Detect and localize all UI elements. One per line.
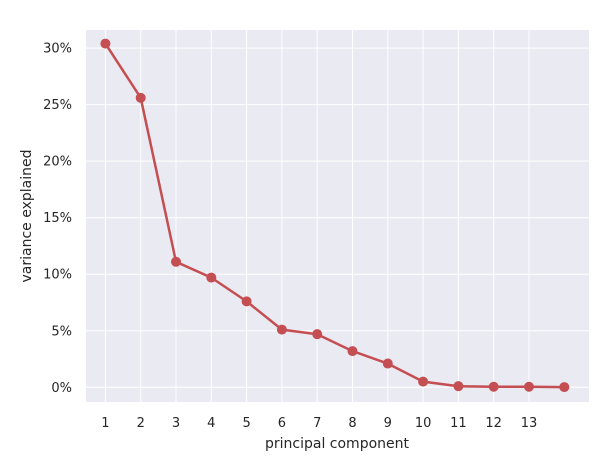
y-tick-label: 20% — [43, 155, 72, 170]
data-point — [418, 376, 429, 387]
data-point — [276, 324, 287, 335]
x-tick-label: 12 — [485, 416, 502, 431]
data-point — [241, 296, 252, 307]
x-tick-label: 13 — [521, 416, 538, 431]
y-tick-labels: 0% 5% 10% 15% 20% 25% 30% — [43, 42, 72, 396]
data-point — [171, 256, 182, 267]
data-point — [523, 381, 534, 392]
x-tick-label: 6 — [278, 416, 286, 431]
y-tick-label: 25% — [43, 98, 72, 113]
x-tick-label: 3 — [172, 416, 180, 431]
data-point — [559, 382, 570, 393]
x-tick-label: 2 — [137, 416, 145, 431]
data-point — [206, 272, 217, 283]
data-point — [382, 358, 393, 369]
data-point — [312, 329, 323, 340]
x-tick-label: 1 — [101, 416, 109, 431]
y-tick-label: 0% — [51, 381, 72, 396]
x-axis-title: principal component — [265, 436, 410, 452]
grid — [86, 30, 589, 402]
y-axis-title: variance explained — [19, 150, 35, 283]
data-point — [488, 381, 499, 392]
x-tick-label: 9 — [384, 416, 392, 431]
y-tick-label: 30% — [43, 42, 72, 57]
data-point — [100, 38, 111, 49]
x-tick-label: 5 — [242, 416, 250, 431]
y-tick-label: 10% — [43, 268, 72, 283]
x-tick-label: 10 — [415, 416, 432, 431]
data-point — [347, 346, 358, 357]
x-tick-label: 7 — [313, 416, 321, 431]
x-tick-label: 8 — [348, 416, 356, 431]
data-point — [135, 92, 146, 103]
series-line — [104, 42, 566, 389]
plot-area — [86, 30, 589, 402]
series-layer — [100, 38, 570, 393]
x-tick-label: 4 — [207, 416, 215, 431]
data-point — [453, 381, 464, 392]
x-tick-label: 11 — [450, 416, 467, 431]
y-tick-label: 5% — [51, 324, 72, 339]
y-tick-label: 15% — [43, 211, 72, 226]
x-tick-labels: 1 2 3 4 5 6 7 8 9 10 11 12 13 — [101, 416, 537, 431]
